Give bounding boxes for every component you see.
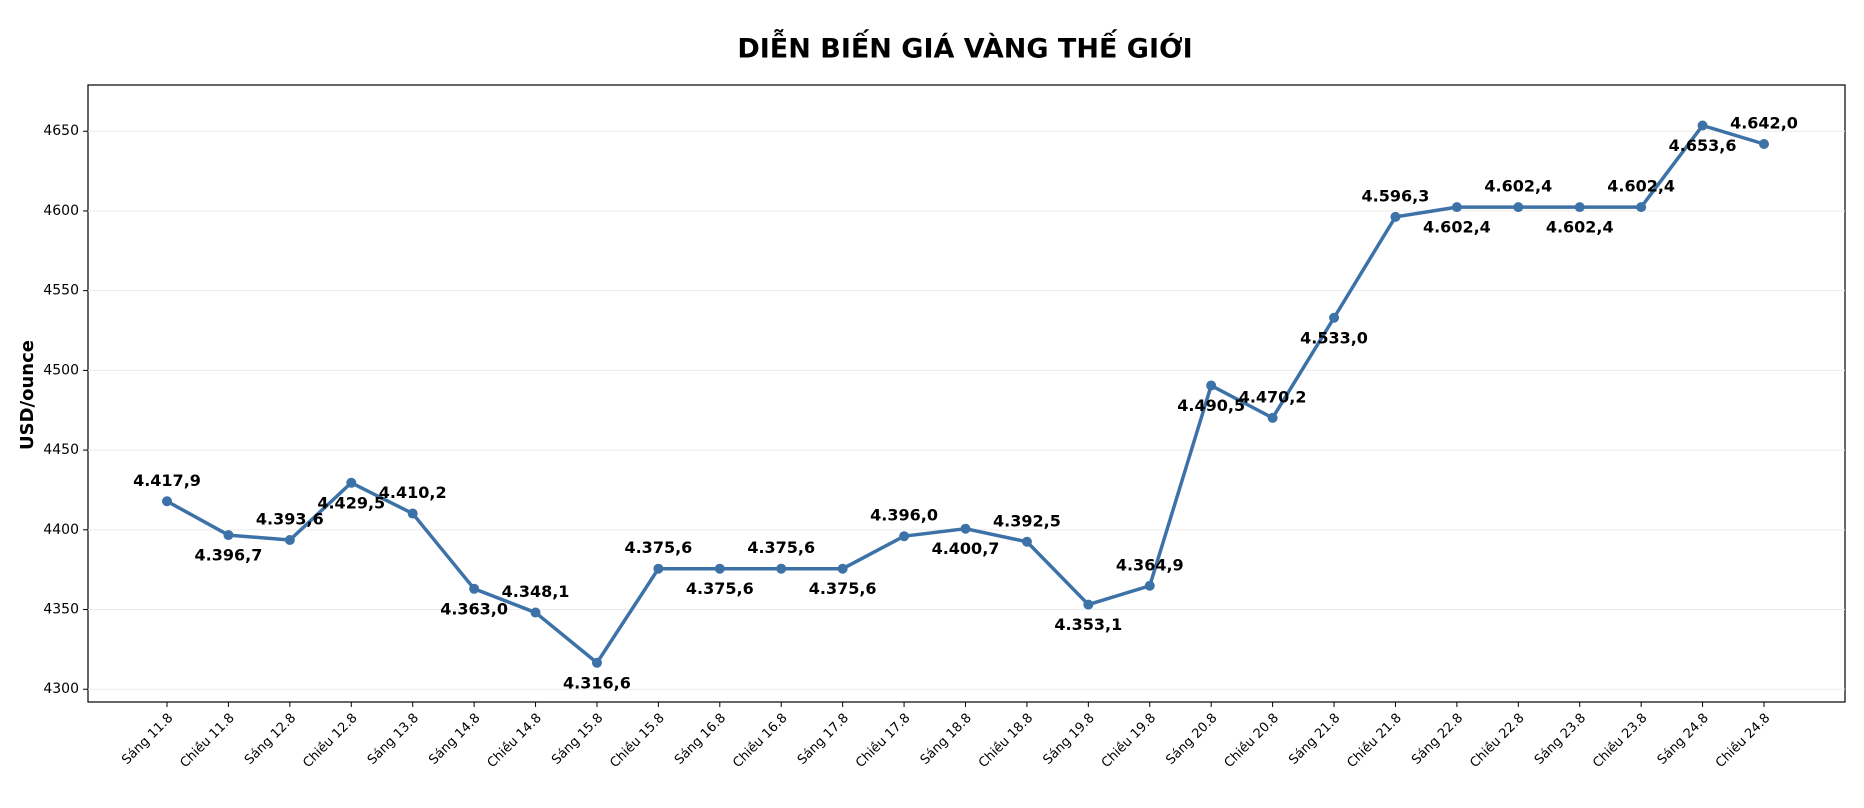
y-tick-label: 4400 [43,522,79,538]
point [469,583,480,594]
value-label: 4.417,9 [133,471,201,490]
value-label: 4.602,4 [1484,177,1552,196]
value-label: 4.396,7 [195,546,263,565]
x-tick-label: Chiều 16.8 [730,711,790,771]
x-tick-label: Chiều 12.8 [300,711,360,771]
chart-title: DIỄN BIẾN GIÁ VÀNG THẾ GIỚI [737,29,1192,65]
x-tick-label: Chiều 21.8 [1344,711,1404,771]
x-tick-label: Chiều 17.8 [853,711,913,771]
value-label: 4.396,0 [870,506,938,525]
point [1636,202,1647,213]
point [1451,202,1462,213]
x-tick-label: Sáng 17.8 [795,711,852,768]
point [960,523,971,534]
value-label: 4.642,0 [1730,113,1798,132]
value-label: 4.602,4 [1607,177,1675,196]
value-label: 4.490,5 [1177,396,1245,415]
value-label: 4.375,6 [686,579,754,598]
value-label: 4.602,4 [1546,218,1614,237]
point [223,530,234,541]
point [653,563,664,574]
plot-frame [87,84,1846,703]
y-tick-label: 4650 [43,123,79,139]
point [1513,202,1524,213]
point [1329,312,1340,323]
point [1267,412,1278,423]
x-tick-label: Sáng 21.8 [1286,711,1343,768]
value-label: 4.596,3 [1362,186,1430,205]
point [530,607,541,618]
y-tick-label: 4300 [43,681,79,697]
point [899,531,910,542]
point [407,508,418,519]
x-tick-label: Sáng 23.8 [1532,711,1589,768]
value-label: 4.348,1 [502,582,570,601]
value-label: 4.375,6 [809,579,877,598]
point [1144,580,1155,591]
x-tick-label: Chiều 20.8 [1222,711,1282,771]
value-label: 4.533,0 [1300,328,1368,347]
x-tick-label: Chiều 11.8 [177,711,237,771]
point [1574,202,1585,213]
y-tick-label: 4600 [43,203,79,219]
x-tick-label: Sáng 16.8 [672,711,729,768]
value-label: 4.363,0 [440,599,508,618]
value-label: 4.392,5 [993,511,1061,530]
point [776,563,787,574]
line [166,123,1765,665]
point [1206,380,1217,391]
x-tick-label: Sáng 12.8 [242,711,299,768]
value-label: 4.653,6 [1669,136,1737,155]
point [1759,138,1769,149]
y-axis-label: USD/ounce [17,340,38,450]
x-tick-label: Sáng 20.8 [1163,711,1220,768]
value-label: 4.429,5 [317,493,385,512]
point [1083,599,1094,610]
x-tick-label: Sáng 15.8 [549,711,606,768]
x-tick-label: Chiều 23.8 [1590,711,1650,771]
x-tick-label: Chiều 18.8 [976,711,1036,771]
value-label: 4.400,7 [932,539,1000,558]
x-tick-label: Sáng 11.8 [119,711,176,768]
point [346,477,357,488]
x-tick-label: Chiều 22.8 [1467,711,1527,771]
point [1697,120,1708,131]
x-tick-label: Chiều 19.8 [1099,711,1159,771]
y-tick-label: 4500 [43,362,79,378]
value-label: 4.364,9 [1116,555,1184,574]
x-tick-label: Sáng 24.8 [1655,711,1712,768]
value-label: 4.375,6 [624,538,692,557]
point [284,535,295,546]
point [837,563,848,574]
x-tick-label: Sáng 19.8 [1041,711,1098,768]
y-tick-label: 4550 [43,283,79,299]
x-tick-label: Chiều 24.8 [1713,711,1773,771]
point [162,496,172,507]
point [1021,536,1032,547]
point [714,563,725,574]
value-label: 4.410,2 [379,483,447,502]
point [591,657,602,668]
value-label: 4.353,1 [1054,615,1122,634]
value-label: 4.602,4 [1423,218,1491,237]
x-tick-label: Sáng 22.8 [1409,711,1466,768]
value-label: 4.375,6 [747,538,815,557]
point [1390,211,1401,222]
value-label: 4.470,2 [1239,387,1307,406]
x-tick-label: Sáng 18.8 [918,711,975,768]
value-label: 4.393,6 [256,510,324,529]
y-tick-label: 4450 [43,442,79,458]
value-label: 4.316,6 [563,673,631,692]
x-tick-label: Chiều 14.8 [485,711,545,771]
x-tick-label: Chiều 15.8 [607,711,667,771]
x-tick-label: Sáng 14.8 [426,711,483,768]
y-tick-label: 4350 [43,602,79,618]
x-tick-label: Sáng 13.8 [365,711,422,768]
